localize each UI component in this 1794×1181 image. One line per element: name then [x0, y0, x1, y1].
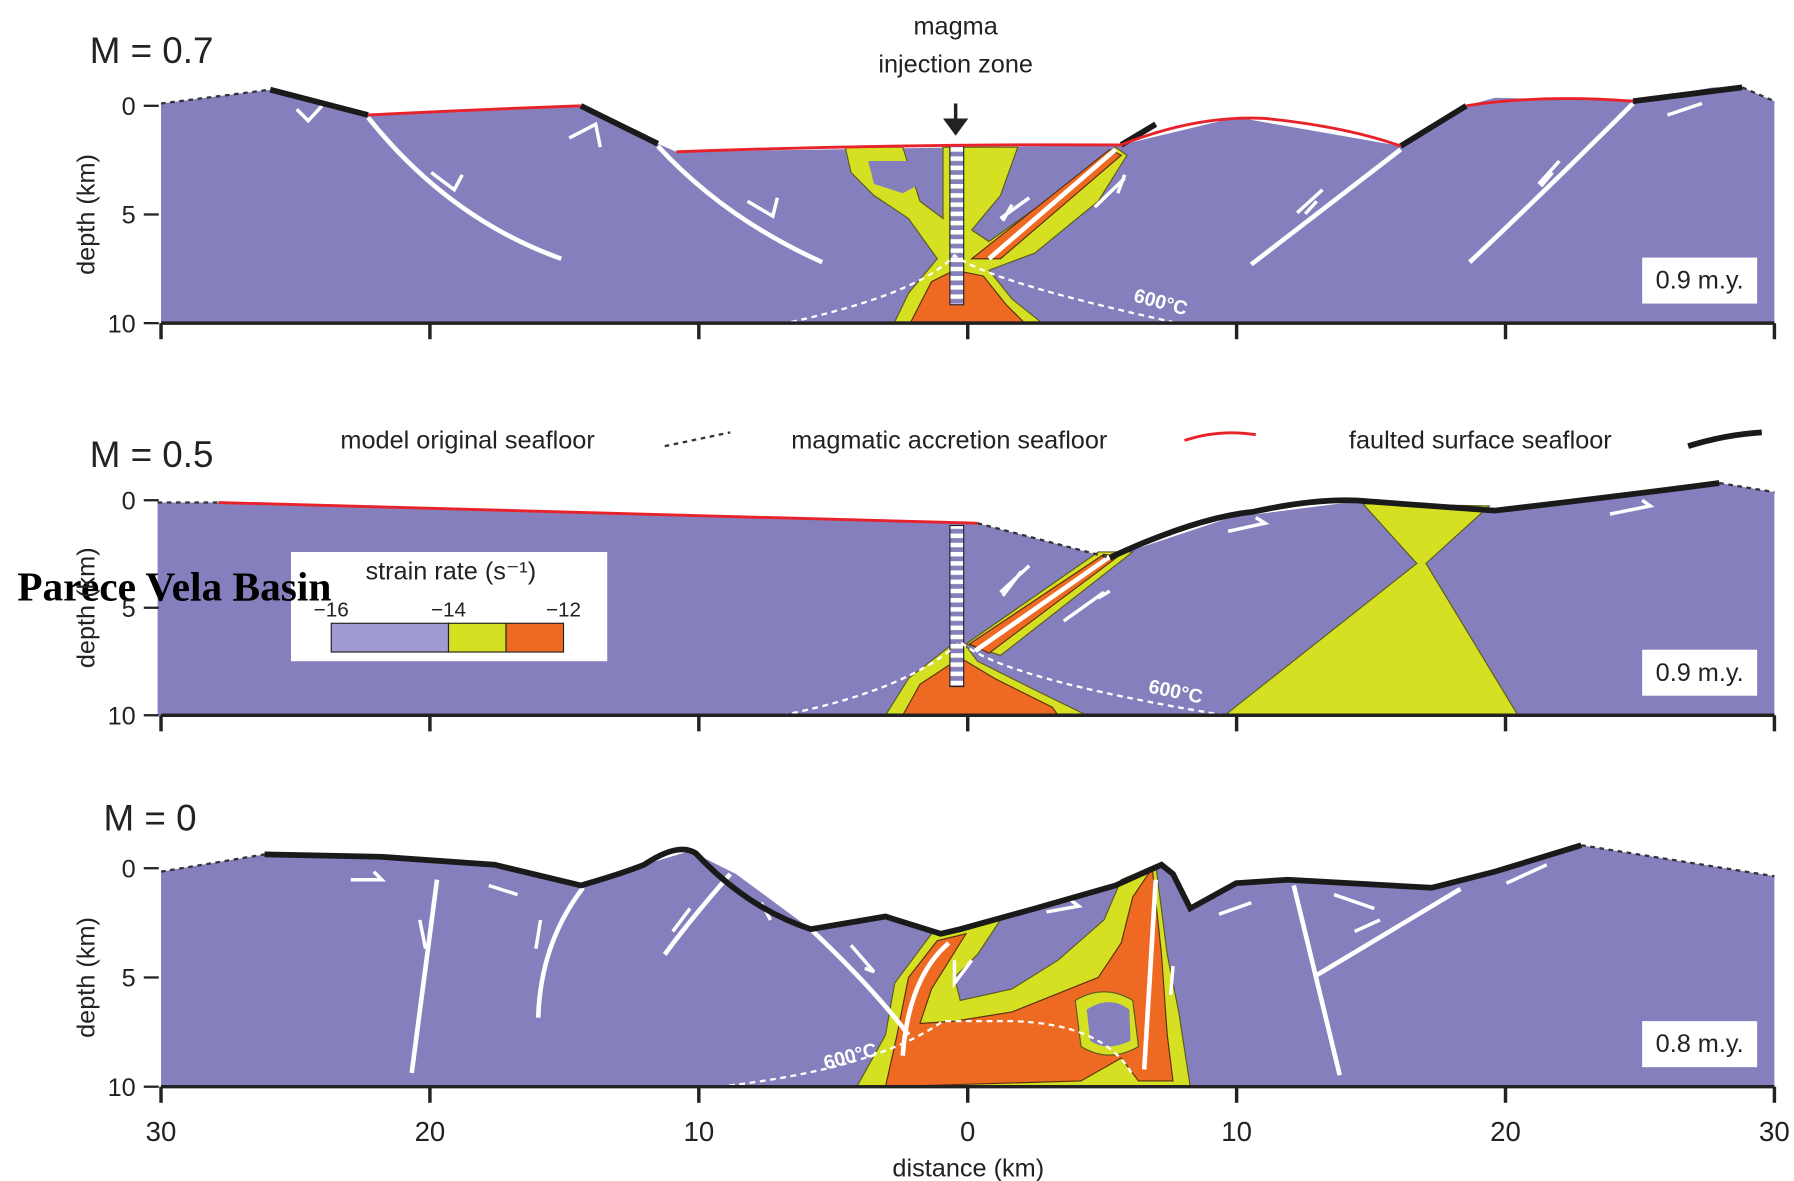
x-axis-label: distance (km): [892, 1154, 1044, 1181]
legend-item: magmatic accretion seafloor: [791, 426, 1107, 454]
y-tick-label: 5: [122, 595, 136, 623]
overlay-annotation: Parece Vela Basin: [17, 563, 331, 609]
y-tick-label: 10: [108, 310, 136, 338]
y-tick-label: 10: [108, 1074, 136, 1102]
colorbar-title: strain rate (s⁻¹): [365, 558, 536, 586]
y-axis-label: depth (km): [72, 547, 100, 668]
x-tick-label: 20: [1490, 1116, 1521, 1147]
panel-label: M = 0.7: [90, 30, 214, 71]
colorbar-tick: −12: [546, 598, 581, 621]
injection-label: magma: [913, 12, 998, 40]
colorbar-tick: −14: [431, 598, 466, 621]
panel-m07: [161, 87, 1774, 323]
legend-item: faulted surface seafloor: [1349, 426, 1612, 454]
injection-label: injection zone: [878, 50, 1033, 78]
legend-item: model original seafloor: [340, 426, 594, 454]
y-tick-label: 5: [122, 965, 136, 993]
figure: model original seafloor magmatic accreti…: [0, 0, 1794, 1181]
y-tick-label: 5: [122, 202, 136, 230]
x-tick-label: 10: [683, 1116, 714, 1147]
y-axis-label: depth (km): [72, 154, 100, 275]
y-tick-label: 10: [108, 702, 136, 730]
panel-m0: [161, 845, 1774, 1086]
age-label: 0.9 m.y.: [1656, 659, 1744, 687]
age-label: 0.8 m.y.: [1656, 1030, 1744, 1058]
x-tick-label: 30: [146, 1116, 177, 1147]
panel-m05: [158, 483, 1775, 715]
panel-label: M = 0: [104, 797, 197, 838]
y-tick-label: 0: [122, 487, 136, 515]
y-axis-label: depth (km): [72, 917, 100, 1038]
y-tick-label: 0: [122, 93, 136, 121]
age-label: 0.9 m.y.: [1656, 267, 1744, 295]
x-tick-label: 10: [1221, 1116, 1252, 1147]
x-tick-label: 0: [960, 1116, 975, 1147]
panel-label: M = 0.5: [90, 434, 214, 475]
x-tick-label: 20: [415, 1116, 446, 1147]
y-tick-label: 0: [122, 855, 136, 883]
x-tick-label: 30: [1759, 1116, 1790, 1147]
